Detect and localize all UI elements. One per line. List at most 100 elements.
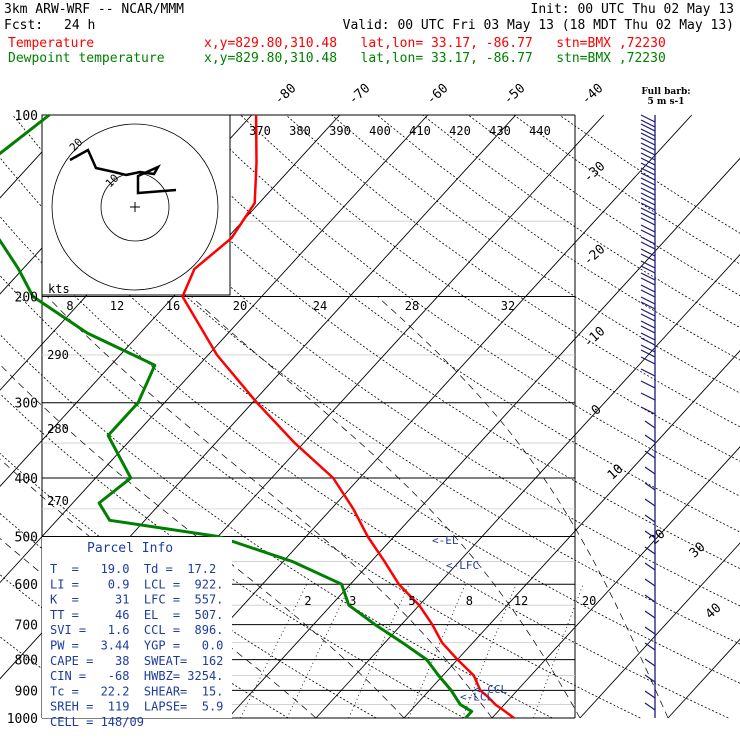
wind-barb-7	[640, 182, 656, 191]
isotherm--50	[0, 114, 429, 584]
temperature-profile	[181, 114, 515, 720]
dry-adiabat-370	[149, 114, 740, 533]
pressure-label-800: 800	[15, 654, 38, 669]
parcel-info-row-3: TT = 46 EL = 507.	[50, 608, 223, 622]
wind-barb-18	[640, 308, 656, 317]
forecast-hour: 24 h	[64, 18, 96, 33]
mixing-ratio-line-20	[533, 584, 584, 719]
temperature-axis-label-3: -50	[501, 81, 528, 108]
temperature-axis-label-1: -70	[346, 81, 373, 108]
moist-adiabat-40	[377, 296, 669, 719]
wind-barb-38	[644, 594, 656, 603]
wind-barb-extra-0	[640, 119, 656, 128]
moist-adiabat-10	[0, 364, 405, 719]
wind-barb-15	[640, 272, 656, 281]
wind-barb-43	[644, 674, 656, 683]
wind-barb-36	[644, 562, 656, 571]
mixing-ratio-label-3: 8	[466, 594, 473, 608]
temperature-axis-label-12: 40	[703, 601, 725, 623]
wind-speed-label-6: 32	[501, 299, 515, 313]
temperature-axis-label-5: -30	[581, 159, 608, 186]
wind-barb-32	[644, 498, 656, 507]
wind-barb-28	[644, 434, 656, 443]
wind-speed-label-1: 12	[110, 299, 124, 313]
wind-barb-extra-4	[640, 157, 656, 166]
wind-barb-extra-7	[640, 187, 656, 196]
dry-adiabat-460	[559, 114, 740, 234]
dry-adiabat-420	[376, 114, 740, 361]
mixing-ratio-label-5: 20	[582, 594, 596, 608]
model-title: 3km ARW-WRF -- NCAR/MMM	[4, 2, 185, 17]
hodograph-trace	[69, 148, 177, 195]
wind-barb-42	[644, 658, 656, 667]
wind-barb-10	[640, 212, 656, 221]
isotherm-30	[579, 542, 740, 719]
parcel-info-row-2: K = 31 LFC = 557.	[50, 593, 223, 607]
pressure-label-400: 400	[15, 472, 38, 487]
wind-barb-14	[640, 260, 656, 269]
wind-barb-extra-12	[640, 241, 656, 250]
theta-label-left-1: 280	[47, 422, 69, 436]
dry-adiabat-400	[285, 114, 740, 428]
barb-legend-line2: 5 m s-1	[647, 97, 684, 107]
wind-barb-23	[640, 368, 656, 377]
mixing-ratio-line-3	[286, 584, 352, 719]
barb-legend-line1: Full barb:	[641, 87, 690, 97]
isotherm-40	[667, 638, 740, 719]
dry-adiabat-280	[0, 452, 377, 719]
wind-barb-20	[640, 332, 656, 341]
mixing-ratio-line-5	[348, 584, 410, 719]
wind-barb-extra-1	[640, 128, 656, 137]
wind-barb-22	[640, 356, 656, 365]
wind-barb-9	[640, 202, 656, 211]
parcel-info-row-8: Tc = 22.2 SHEAR= 15.	[50, 684, 223, 698]
wind-barb-extra-20	[640, 337, 656, 346]
wind-barb-34	[644, 530, 656, 539]
dry-adiabat-410	[331, 114, 740, 394]
wind-speed-label-2: 16	[166, 299, 180, 313]
wind-barb-39	[644, 610, 656, 619]
wind-barb-extra-6	[640, 177, 656, 186]
pressure-label-600: 600	[15, 578, 38, 593]
parcel-info-title: Parcel Info	[87, 541, 173, 556]
isotherm-20	[491, 446, 740, 719]
wind-barb-extra-19	[640, 325, 656, 334]
theta-label-top-2: 390	[329, 124, 351, 138]
temperature-axis-label-0: -80	[272, 81, 299, 108]
isotherm--10	[227, 157, 740, 719]
wind-speed-label-5: 28	[405, 299, 419, 313]
valid-time: Valid: 00 UTC Fri 03 May 13 (18 MDT Thu …	[342, 18, 734, 33]
dry-adiabat-390	[240, 114, 740, 462]
wind-barb-21	[640, 344, 656, 353]
wind-barb-1	[640, 123, 656, 132]
theta-label-top-5: 420	[449, 124, 471, 138]
dewpoint-location: x,y=829.80,310.48 lat,lon= 33.17, -86.77…	[204, 51, 666, 66]
wind-barb-11	[640, 224, 656, 233]
moist-adiabat-30	[191, 296, 581, 719]
isotherm-10	[403, 350, 740, 719]
wind-barb-8	[640, 192, 656, 201]
wind-barb-40	[644, 626, 656, 635]
pressure-label-300: 300	[15, 397, 38, 412]
parcel-info-row-6: CAPE = 38 SWEAT= 162	[50, 654, 223, 668]
mixing-ratio-line-2	[240, 584, 308, 719]
wind-barb-extra-13	[640, 253, 656, 262]
mixing-ratio-label-0: 2	[304, 594, 311, 608]
mixing-ratio-label-4: 12	[514, 594, 528, 608]
dry-adiabat-310	[0, 275, 641, 719]
wind-barb-27	[644, 420, 656, 429]
hodograph-ring-outer	[51, 123, 219, 291]
wind-barb-extra-15	[640, 277, 656, 286]
dry-adiabat-340	[12, 114, 740, 645]
wind-barb-0	[640, 114, 656, 123]
wind-barb-4	[640, 152, 656, 161]
wind-barb-44	[644, 690, 656, 699]
wind-barb-19	[640, 320, 656, 329]
wind-barb-extra-21	[640, 349, 656, 358]
wind-barb-13	[640, 248, 656, 257]
dry-adiabat-350	[57, 114, 740, 607]
theta-label-top-3: 400	[369, 124, 391, 138]
isotherm-0	[315, 253, 740, 719]
wind-barb-extra-3	[640, 147, 656, 156]
theta-label-left-0: 290	[47, 348, 69, 362]
